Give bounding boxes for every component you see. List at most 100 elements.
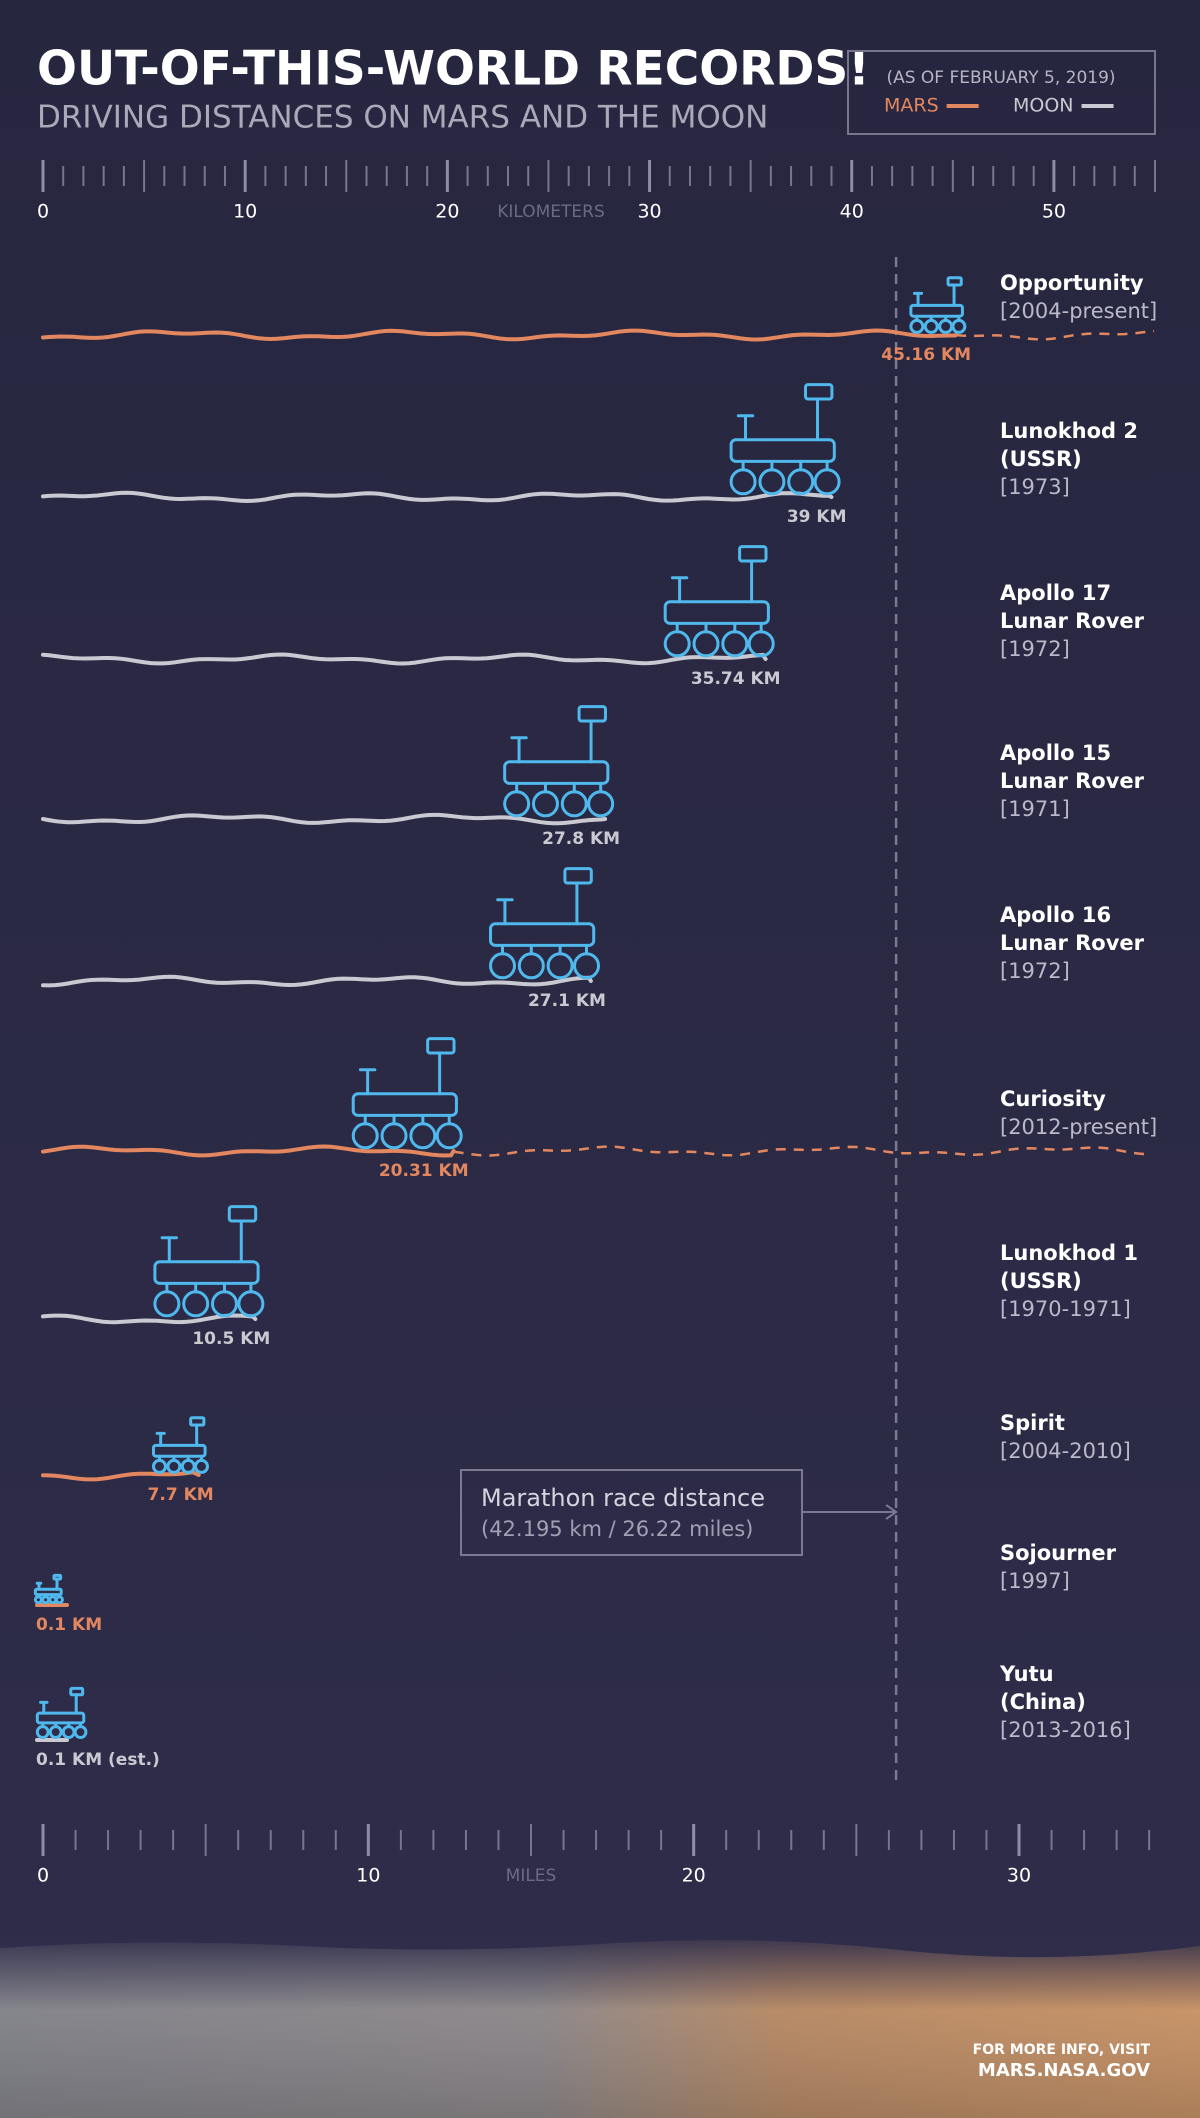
distance-track: [41, 652, 768, 666]
rover-legs: [363, 1113, 451, 1126]
legend-label: MOON: [1013, 95, 1074, 117]
rover-icon: [489, 867, 601, 980]
rover-antenna: [39, 1700, 49, 1715]
rover-head: [426, 1037, 456, 1055]
rover-head: [563, 867, 593, 885]
legend-label: MARS: [884, 95, 939, 117]
tick-label: 20: [435, 201, 459, 223]
rover-legs: [41, 1721, 83, 1729]
rover-name: Lunar Rover: [1000, 769, 1145, 793]
rover-years: [1971]: [1000, 797, 1070, 821]
rover-antenna: [160, 1236, 178, 1264]
tick-label: 40: [840, 201, 864, 223]
rover-icon: [729, 383, 841, 496]
value-label: 35.74 KM: [691, 669, 781, 689]
rover-body: [909, 303, 964, 318]
rover-name: Lunar Rover: [1000, 931, 1145, 955]
rover-head: [227, 1205, 258, 1223]
rover-name: Sojourner: [1000, 1541, 1117, 1565]
tick-label: 0: [37, 1865, 49, 1887]
rover-years: [1973]: [1000, 475, 1070, 499]
distance-track: [41, 1144, 456, 1158]
rover-icon: [153, 1205, 265, 1318]
rover-body: [729, 438, 836, 463]
distance-track: [41, 1470, 201, 1482]
rover-icon: [503, 705, 615, 818]
rover-body: [489, 922, 596, 947]
rover-head: [577, 705, 607, 723]
rover-years: [1997]: [1000, 1569, 1070, 1593]
rover-antenna: [510, 736, 528, 764]
tick-label: 10: [356, 1865, 380, 1887]
distance-track: [41, 490, 834, 504]
rover-years: [2004-2010]: [1000, 1439, 1131, 1463]
rover-icon: [909, 276, 967, 334]
value-label: 0.1 KM (est.): [36, 1750, 160, 1770]
rover-name: (China): [1000, 1690, 1086, 1714]
rover-legs: [675, 621, 763, 634]
rover-legs: [165, 1281, 253, 1294]
rover-legs: [157, 1454, 203, 1462]
rover-head: [946, 276, 963, 287]
tick-label: 0: [37, 201, 49, 223]
rover-name: Yutu: [999, 1662, 1054, 1686]
rover-antenna: [358, 1068, 377, 1096]
rover-head: [52, 1573, 63, 1581]
value-label: 39 KM: [787, 507, 847, 527]
rover-name: Curiosity: [1000, 1087, 1106, 1111]
rover-legs: [915, 314, 961, 322]
rover-body: [503, 760, 610, 785]
rover-icon: [33, 1573, 64, 1605]
ground-shade: [0, 1938, 1200, 2118]
value-label: 45.16 KM: [881, 345, 971, 365]
title: OUT-OF-THIS-WORLD RECORDS!: [37, 42, 870, 97]
axis-label: MILES: [506, 1866, 557, 1886]
tick-label: 50: [1042, 201, 1066, 223]
distance-track: [41, 812, 608, 826]
rover-body: [33, 1587, 63, 1597]
rover-legs: [36, 1593, 61, 1599]
value-label: 7.7 KM: [148, 1485, 214, 1505]
rover-icon: [351, 1037, 463, 1150]
rover-head: [804, 383, 834, 401]
rover-antenna: [155, 1431, 166, 1447]
rover-name: Apollo 15: [1000, 741, 1111, 765]
rover-name: Lunokhod 1: [1000, 1241, 1138, 1265]
rover-body: [151, 1443, 207, 1458]
rover-antenna: [670, 576, 689, 604]
rover-name: Lunokhod 2: [1000, 419, 1138, 443]
value-label: 20.31 KM: [379, 1161, 469, 1181]
rover-head: [69, 1686, 85, 1697]
rover-years: [2004-present]: [1000, 299, 1157, 323]
value-label: 27.8 KM: [542, 829, 620, 849]
value-label: 27.1 KM: [528, 991, 606, 1011]
rover-name: Opportunity: [1000, 271, 1144, 295]
legend-note: (AS OF FEBRUARY 5, 2019): [886, 68, 1115, 88]
rover-name: (USSR): [1000, 447, 1082, 471]
annotation-arrowhead: [885, 1504, 898, 1520]
tick-label: 30: [1007, 1865, 1031, 1887]
rover-years: [2013-2016]: [1000, 1718, 1131, 1742]
rover-body: [35, 1711, 86, 1725]
axis-label: KILOMETERS: [497, 202, 605, 222]
rover-name: Apollo 16: [1000, 903, 1111, 927]
rover-antenna: [496, 898, 514, 926]
rover-icon: [35, 1686, 88, 1739]
ongoing-track: [955, 329, 1155, 341]
rover-years: [1970-1971]: [1000, 1297, 1131, 1321]
rover-head: [189, 1416, 206, 1427]
rover-name: Spirit: [1000, 1411, 1065, 1435]
rover-legs: [501, 943, 589, 956]
rover-icon: [663, 545, 775, 658]
rover-body: [663, 600, 770, 625]
rover-years: [1972]: [1000, 959, 1070, 983]
rover-body: [351, 1092, 458, 1117]
ongoing-track: [453, 1145, 1150, 1157]
distance-track: [41, 328, 959, 342]
legend-box: [847, 50, 1156, 135]
value-label: 10.5 KM: [192, 1329, 270, 1349]
rover-icon: [151, 1416, 209, 1474]
rover-body: [153, 1260, 260, 1285]
tick-label: 20: [682, 1865, 706, 1887]
annotation-detail: (42.195 km / 26.22 miles): [481, 1517, 753, 1541]
